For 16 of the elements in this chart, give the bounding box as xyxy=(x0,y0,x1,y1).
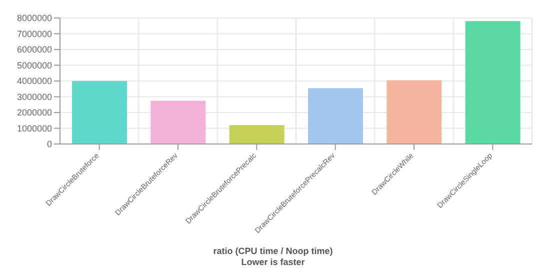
bar xyxy=(386,80,442,144)
bar xyxy=(465,21,520,144)
y-tick-label: 2000000 xyxy=(16,108,52,118)
bar xyxy=(150,100,206,144)
bar xyxy=(72,81,127,144)
bar xyxy=(308,88,363,144)
y-tick-label: 1000000 xyxy=(16,123,52,134)
y-tick-label: 3000000 xyxy=(16,92,52,102)
y-tick-label: 7000000 xyxy=(16,28,52,39)
y-tick-label: 0 xyxy=(46,139,52,150)
y-tick-label: 6000000 xyxy=(16,44,52,55)
y-tick-label: 5000000 xyxy=(16,60,52,70)
y-tick-label: 4000000 xyxy=(16,76,52,86)
x-axis-title: ratio (CPU time / Noop time) Lower is faster xyxy=(212,246,334,268)
bar xyxy=(229,125,284,144)
y-tick-label: 8000000 xyxy=(16,13,52,24)
